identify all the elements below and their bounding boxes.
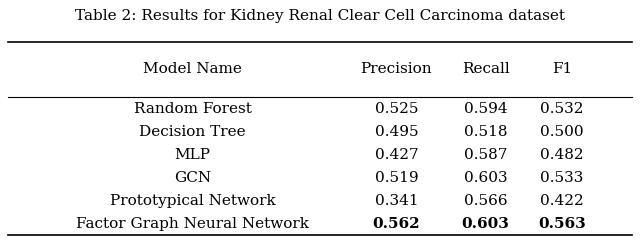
Text: 0.427: 0.427 bbox=[374, 148, 419, 162]
Text: Precision: Precision bbox=[361, 62, 432, 76]
Text: 0.603: 0.603 bbox=[461, 217, 509, 232]
Text: 0.603: 0.603 bbox=[464, 171, 508, 185]
Text: 0.563: 0.563 bbox=[538, 217, 586, 232]
Text: Table 2: Results for Kidney Renal Clear Cell Carcinoma dataset: Table 2: Results for Kidney Renal Clear … bbox=[75, 8, 565, 23]
Text: MLP: MLP bbox=[175, 148, 211, 162]
Text: Factor Graph Neural Network: Factor Graph Neural Network bbox=[76, 217, 309, 232]
Text: 0.500: 0.500 bbox=[540, 125, 584, 139]
Text: 0.341: 0.341 bbox=[374, 194, 419, 208]
Text: 0.566: 0.566 bbox=[464, 194, 508, 208]
Text: GCN: GCN bbox=[174, 171, 211, 185]
Text: Recall: Recall bbox=[462, 62, 509, 76]
Text: Prototypical Network: Prototypical Network bbox=[109, 194, 275, 208]
Text: Random Forest: Random Forest bbox=[134, 102, 252, 116]
Text: 0.519: 0.519 bbox=[374, 171, 419, 185]
Text: Model Name: Model Name bbox=[143, 62, 242, 76]
Text: 0.587: 0.587 bbox=[464, 148, 508, 162]
Text: 0.518: 0.518 bbox=[464, 125, 508, 139]
Text: 0.422: 0.422 bbox=[540, 194, 584, 208]
Text: 0.495: 0.495 bbox=[374, 125, 419, 139]
Text: Decision Tree: Decision Tree bbox=[140, 125, 246, 139]
Text: 0.532: 0.532 bbox=[540, 102, 584, 116]
Text: 0.533: 0.533 bbox=[540, 171, 584, 185]
Text: F1: F1 bbox=[552, 62, 572, 76]
Text: 0.482: 0.482 bbox=[540, 148, 584, 162]
Text: 0.525: 0.525 bbox=[374, 102, 418, 116]
Text: 0.594: 0.594 bbox=[464, 102, 508, 116]
Text: 0.562: 0.562 bbox=[372, 217, 420, 232]
